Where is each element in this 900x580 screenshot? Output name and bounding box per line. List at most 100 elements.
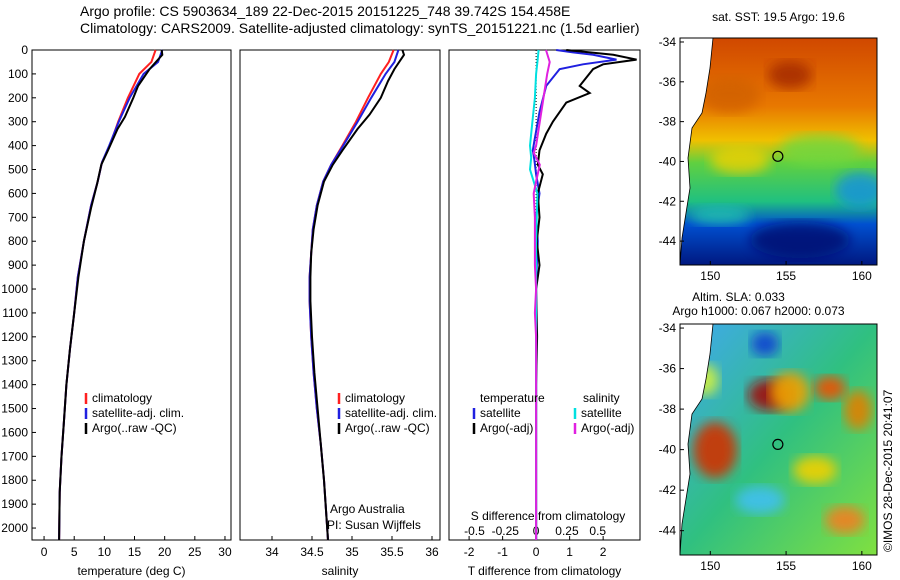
map-x-tick-label: 160 <box>852 269 872 283</box>
depth-tick-label: 500 <box>8 163 28 177</box>
depth-tick-label: 0 <box>21 43 28 57</box>
x-axis-label: salinity <box>322 564 359 578</box>
map-y-tick-label: -44 <box>659 524 677 538</box>
x-tick-label: 35.5 <box>380 545 404 559</box>
x-tick-label: 5 <box>71 545 78 559</box>
map-x-tick-label: 150 <box>700 559 720 573</box>
x-axis-salinity: 34 34.5 35 35.5 36 salinity <box>265 536 439 578</box>
depth-tick-label: 600 <box>8 186 28 200</box>
map-y-tick-label: -40 <box>659 154 677 168</box>
sst-feature <box>710 146 770 174</box>
depth-tick-label: 1300 <box>1 354 28 368</box>
sst-feature <box>780 134 860 166</box>
depth-tick-label: 2000 <box>1 521 28 535</box>
x-axis-differences: -2 -1 0 1 2 T difference from climatology <box>464 536 621 578</box>
series-line-diff-0 <box>531 49 617 540</box>
sla-feature <box>770 372 810 412</box>
x-tick-label: -1 <box>497 545 508 559</box>
x-axis-temperature: 0 5 10 15 20 25 30 temperature (deg C) <box>41 536 232 578</box>
x-tick-label: 25 <box>188 545 202 559</box>
x-tick-label: 20 <box>158 545 172 559</box>
sst-feature <box>700 77 760 113</box>
sla-feature <box>793 456 837 484</box>
plot-frame-salinity <box>239 49 441 541</box>
x-tick-label: 36 <box>425 545 439 559</box>
climatology-title: Climatology: CARS2009. Satellite-adjuste… <box>80 20 640 36</box>
sla-feature <box>693 422 737 478</box>
imos-timestamp: ©IMOS 28-Dec-2015 20:41:07 <box>881 389 895 552</box>
sst-feature <box>690 205 750 225</box>
depth-tick-label: 800 <box>8 234 28 248</box>
x-top-tick-label: 0.25 <box>555 524 579 538</box>
credit-line2: PI: Susan Wijffels <box>327 518 421 532</box>
sla-feature <box>751 332 779 356</box>
credit-line1: Argo Australia <box>330 502 405 516</box>
depth-tick-label: 1000 <box>1 282 28 296</box>
sst-feature <box>768 61 812 89</box>
map-field-sst_map <box>680 38 877 265</box>
depth-tick-label: 1600 <box>1 425 28 439</box>
depth-tick-label: 900 <box>8 258 28 272</box>
legend-diff-s-1-label: Argo(-adj) <box>581 421 634 435</box>
legend-sal-1-label: satellite-adj. clim. <box>345 406 437 420</box>
depth-tick-label: 300 <box>8 115 28 129</box>
map-x-tick-label: 155 <box>776 559 796 573</box>
depth-tick-label: 100 <box>8 67 28 81</box>
depth-tick-label: 400 <box>8 139 28 153</box>
depth-tick-label: 1800 <box>1 473 28 487</box>
map-sla_map: 150 155 160 -34 -36 -38 -40 -42 -44 Altim. SLA: 0… <box>659 290 878 573</box>
map-y-tick-label: -38 <box>659 115 677 129</box>
x-axis-label: temperature (deg C) <box>77 564 185 578</box>
x-tick-label: 30 <box>218 545 232 559</box>
series-line-diff-1 <box>535 49 637 540</box>
map-frame <box>679 323 878 556</box>
map-y-tick-label: -44 <box>659 234 677 248</box>
depth-tick-label: 1700 <box>1 449 28 463</box>
map-title: Altim. SLA: 0.033 <box>692 290 785 304</box>
profile-title: Argo profile: CS 5903634_189 22-Dec-2015… <box>80 3 571 19</box>
map-y-tick-label: -42 <box>659 483 677 497</box>
x-top-tick-label: -0.5 <box>464 524 485 538</box>
x-tick-label: 1 <box>566 545 573 559</box>
x-tick-label: 15 <box>128 545 142 559</box>
legend-sal-2-label: Argo(..raw -QC) <box>345 421 430 435</box>
series-line-temperature-1 <box>58 49 164 541</box>
map-frame <box>679 37 878 266</box>
x-tick-label: 34 <box>265 545 279 559</box>
coastline-land <box>680 38 714 265</box>
map-sst_map: 150 155 160 -34 -36 -38 -40 -42 -44 sat. SST: 19.… <box>659 10 878 283</box>
map-y-tick-label: -36 <box>659 362 677 376</box>
sla-feature <box>825 506 865 534</box>
map-x-tick-label: 150 <box>700 269 720 283</box>
series-line-temperature-0 <box>58 49 157 541</box>
plot-frame-differences <box>448 49 641 541</box>
x-top-tick-label: -0.25 <box>492 524 520 538</box>
map-title: sat. SST: 19.5 Argo: 19.6 <box>712 10 845 24</box>
map-y-tick-label: -40 <box>659 443 677 457</box>
map-y-tick-label: -42 <box>659 194 677 208</box>
legend-title-salinity: salinity <box>583 391 620 405</box>
x-axis-top-s-diff: -0.5-0.2500.250.5S difference from clima… <box>464 509 625 538</box>
x-tick-label: -2 <box>464 545 475 559</box>
argo-location-marker <box>772 150 784 162</box>
sst-feature <box>835 172 877 208</box>
series-line-diff-3 <box>532 49 551 540</box>
map-y-tick-label: -38 <box>659 402 677 416</box>
x-tick-label: 2 <box>600 545 607 559</box>
map-x-tick-label: 160 <box>852 559 872 573</box>
depth-tick-label: 1500 <box>1 402 28 416</box>
x-tick-label: 10 <box>98 545 112 559</box>
depth-tick-label: 1200 <box>1 330 28 344</box>
depth-tick-label: 1100 <box>2 306 28 320</box>
series-line-temperature-2 <box>58 49 164 541</box>
legend-temp-0-label: climatology <box>92 391 152 405</box>
depth-tick-label: 1900 <box>1 497 28 511</box>
x-top-axis-label: S difference from climatology <box>471 509 626 523</box>
legend-diff-s-0-label: satellite <box>581 406 622 420</box>
legend-title-temperature: temperature <box>480 391 545 405</box>
x-tick-label: 35 <box>345 545 359 559</box>
legend-temp-1-label: satellite-adj. clim. <box>92 406 184 420</box>
series-line-salinity-2 <box>309 49 406 541</box>
